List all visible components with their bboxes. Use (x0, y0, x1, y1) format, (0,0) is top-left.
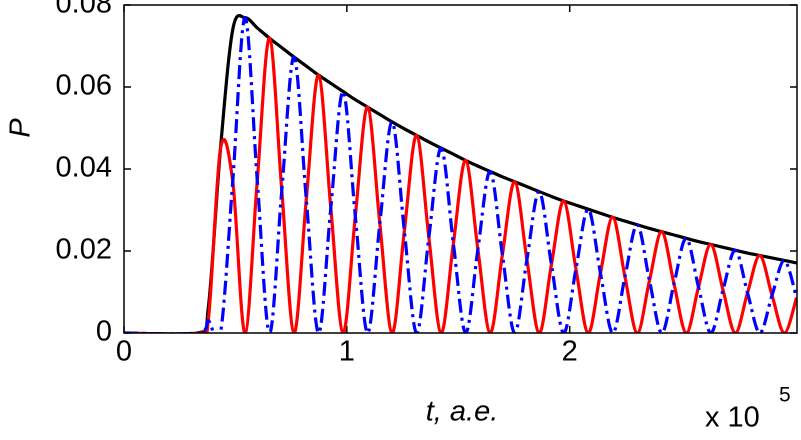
series-line (124, 14, 797, 333)
series-line (124, 16, 797, 333)
x-multiplier-exponent: 5 (779, 384, 791, 407)
axes-box (123, 4, 798, 334)
y-tick-label: 0.04 (56, 152, 112, 184)
y-tick-label: 0.02 (56, 234, 112, 266)
series-line (124, 36, 797, 333)
y-tick-label: 0 (96, 316, 112, 348)
x-axis-label: t, a.e. (426, 396, 499, 428)
x-tick-label: 0 (116, 336, 132, 368)
y-tick-label: 0.08 (56, 0, 112, 20)
plot-area (124, 14, 797, 333)
y-axis-label: P (5, 118, 37, 138)
y-tick-label: 0.06 (56, 70, 112, 102)
x-multiplier: x 10 (705, 402, 760, 434)
x-tick-label: 2 (562, 336, 578, 368)
x-tick-label: 1 (339, 336, 355, 368)
